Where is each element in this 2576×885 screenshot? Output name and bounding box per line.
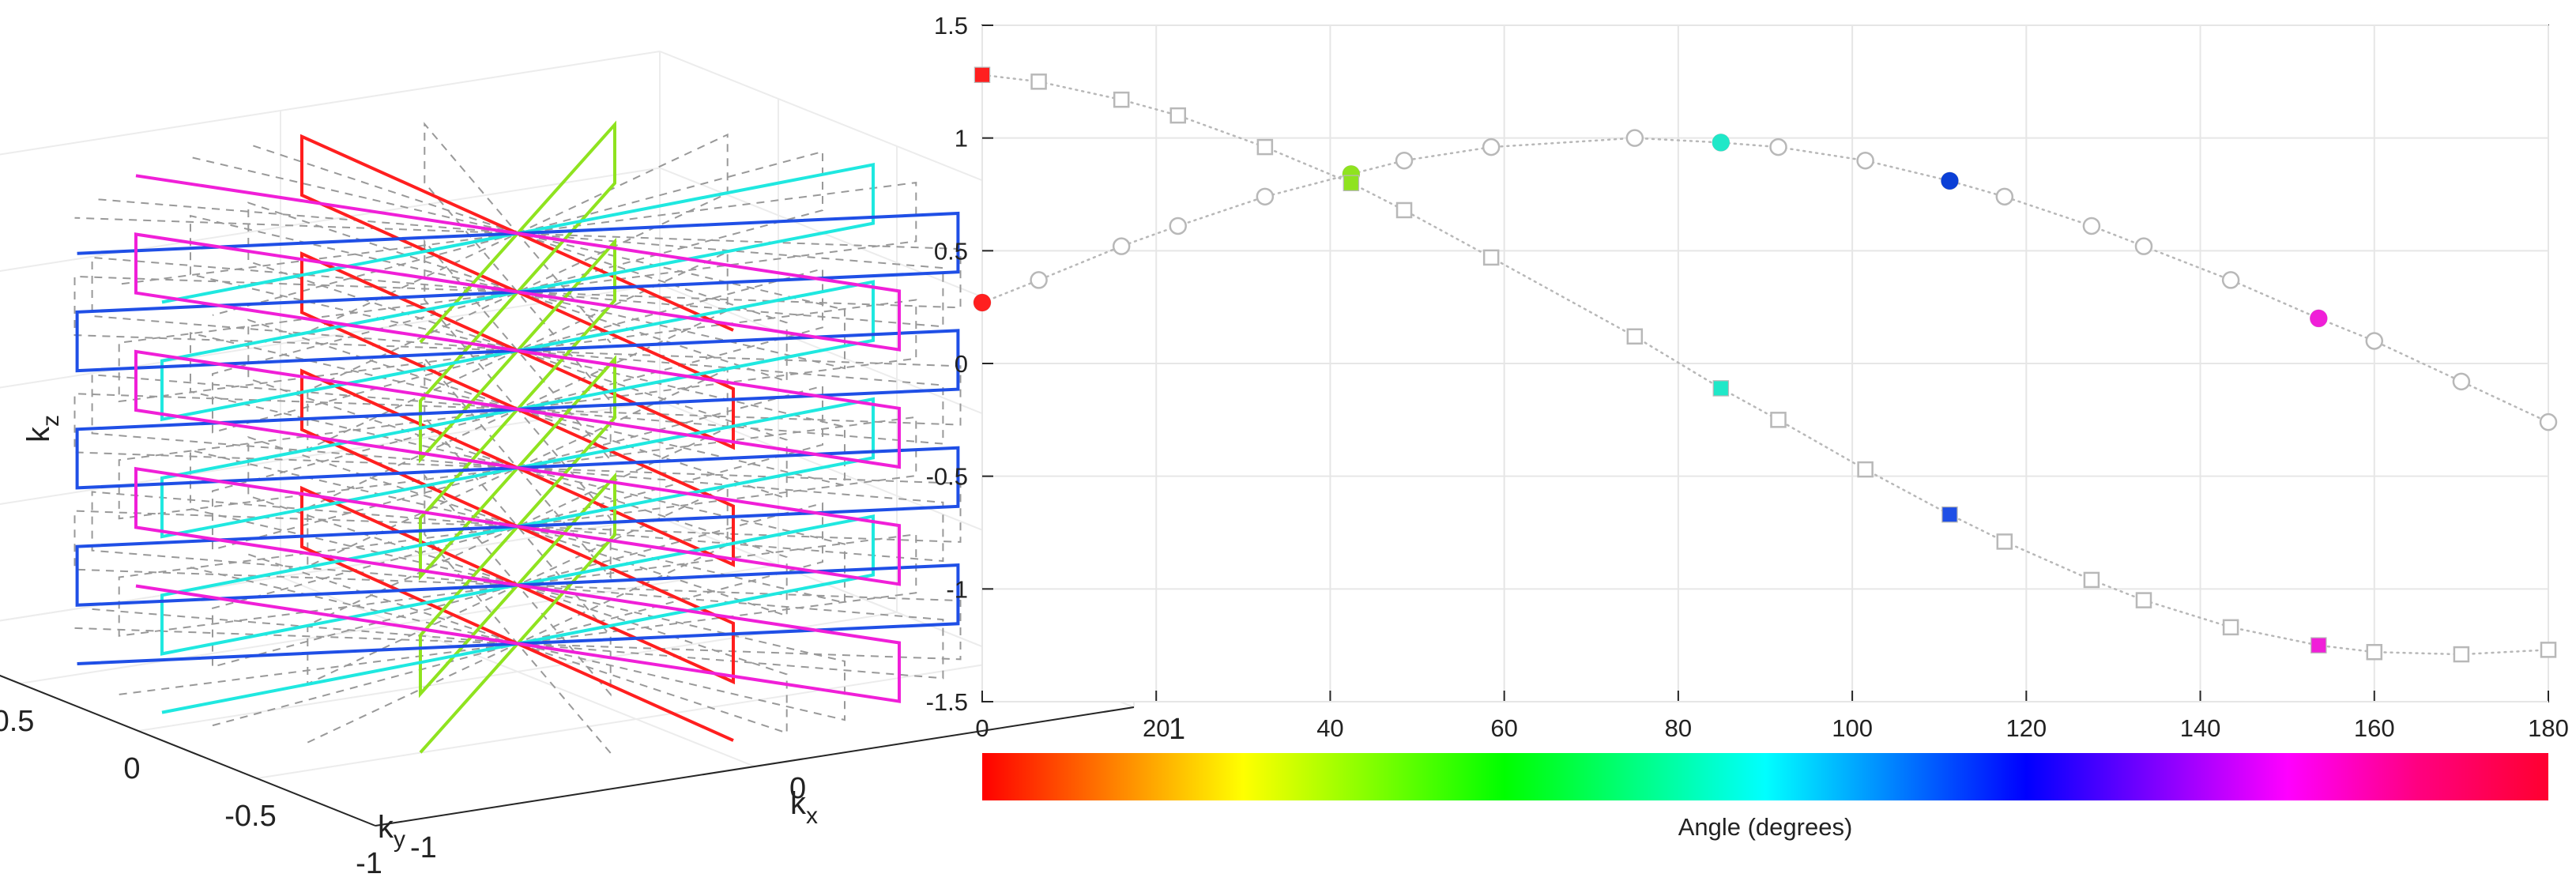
trajectory-154deg bbox=[134, 174, 901, 703]
data-point-square bbox=[1113, 91, 1130, 108]
data-point-square bbox=[1770, 412, 1787, 428]
data-point-circle bbox=[2452, 372, 2471, 391]
y-tick-label: -0.5 bbox=[926, 463, 968, 491]
highlight-point-circle bbox=[1712, 134, 1730, 152]
data-point-circle bbox=[1856, 151, 1874, 170]
data-point-square bbox=[1482, 249, 1500, 266]
x-tick-label: 0 bbox=[975, 714, 989, 742]
scatter-plot: 0 20 40 60 80 100 120 140 160 180 1.5 1 0.5 0 -0.5 -1 -1… bbox=[926, 12, 2569, 742]
data-point-circle bbox=[1169, 217, 1187, 235]
kx-tick-label: 0 bbox=[789, 772, 806, 805]
grid-lines bbox=[981, 24, 2549, 702]
x-tick-label: 160 bbox=[2354, 714, 2395, 742]
ky-axis-label: ky bbox=[378, 810, 405, 853]
y-tick-label: 0 bbox=[955, 350, 968, 378]
data-point-square bbox=[1996, 533, 2013, 550]
colorbar: Angle (degrees) bbox=[982, 753, 2548, 841]
x-tick-label: 100 bbox=[1832, 714, 1873, 742]
ky-tick-label: 0 bbox=[123, 752, 140, 785]
data-point-circle bbox=[2221, 271, 2240, 289]
highlight-point-circle bbox=[2310, 309, 2328, 327]
x-tick-label: 80 bbox=[1665, 714, 1692, 742]
data-point-circle bbox=[1030, 271, 1048, 289]
x-tick-label: 140 bbox=[2180, 714, 2221, 742]
x-tick-label: 60 bbox=[1490, 714, 1517, 742]
x-tick-label: 120 bbox=[2005, 714, 2047, 742]
data-point-square bbox=[2366, 643, 2383, 661]
data-point-square bbox=[1395, 201, 1413, 219]
trajectory-85deg bbox=[160, 162, 875, 714]
highlight-point-circle bbox=[974, 293, 991, 311]
dashed-trajectory bbox=[118, 181, 917, 695]
data-point-square bbox=[1626, 328, 1644, 345]
kx-axis-label: kx bbox=[790, 786, 818, 829]
data-point-circle bbox=[1995, 187, 2014, 206]
ky-tick-label: -0.5 bbox=[224, 800, 276, 833]
data-point-circle bbox=[1625, 129, 1644, 147]
x-tick-label: 20 bbox=[1143, 714, 1169, 742]
data-point-square bbox=[2222, 619, 2239, 636]
highlight-point-square bbox=[1942, 507, 1957, 522]
data-point-square bbox=[2453, 646, 2470, 663]
grid-line bbox=[256, 659, 1016, 779]
colorbar-gradient bbox=[982, 753, 2548, 800]
x-tick-label: 180 bbox=[2528, 714, 2569, 742]
ky-tick-label: -1 bbox=[356, 847, 382, 880]
colorbar-label: Angle (degrees) bbox=[1678, 813, 1853, 841]
y-tick-label: 0.5 bbox=[934, 237, 968, 265]
data-point-square bbox=[1857, 461, 1874, 478]
data-point-circle bbox=[2365, 332, 2384, 350]
highlight-point-circle bbox=[1941, 171, 1959, 190]
data-point-circle bbox=[1769, 137, 1787, 156]
highlight-point-square bbox=[2311, 638, 2326, 653]
tick-labels: 0 20 40 60 80 100 120 140 160 180 1.5 1 0.5 0 -0.5 -1 -1… bbox=[926, 12, 2569, 742]
data-point-square bbox=[2135, 592, 2152, 608]
dashed-trajectory bbox=[73, 217, 962, 661]
kz-axis-label: kz bbox=[21, 415, 64, 442]
highlight-point-square bbox=[1713, 381, 1728, 396]
data-point-square bbox=[1256, 138, 1274, 156]
y-tick-label: -1 bbox=[946, 575, 968, 603]
data-point-circle bbox=[1482, 137, 1501, 156]
3d-tick-labels: 10.50-0.5-110.50-0.5-1-101 bbox=[0, 705, 1185, 880]
data-point-circle bbox=[2539, 412, 2558, 431]
y-tick-label: -1.5 bbox=[926, 688, 968, 716]
data-point-circle bbox=[1395, 151, 1414, 170]
data-point-circle bbox=[1112, 237, 1131, 255]
highlight-point-square bbox=[1343, 175, 1358, 190]
data-point-square bbox=[1169, 107, 1186, 124]
data-point-circle bbox=[2134, 237, 2153, 255]
kx-tick-label: 1 bbox=[1169, 713, 1185, 746]
kx-tick-label: -1 bbox=[410, 831, 437, 864]
kx-axis-line bbox=[375, 706, 1135, 827]
data-point-square bbox=[2083, 571, 2100, 589]
dashed-trajectory bbox=[190, 156, 845, 721]
y-tick-label: 1 bbox=[955, 125, 968, 153]
ky-tick-label: 0.5 bbox=[0, 705, 34, 738]
grid-line bbox=[0, 674, 376, 827]
grid-line bbox=[0, 51, 661, 156]
data-point-square bbox=[2540, 642, 2557, 658]
y-tick-label: 1.5 bbox=[934, 12, 968, 40]
ky-axis-line bbox=[0, 674, 376, 827]
highlight-point-square bbox=[975, 67, 989, 82]
series bbox=[973, 66, 2558, 663]
data-point-circle bbox=[2082, 217, 2101, 235]
data-point-square bbox=[1030, 73, 1047, 90]
colored-trajectories bbox=[75, 120, 960, 754]
data-point-circle bbox=[1256, 187, 1275, 206]
x-tick-label: 40 bbox=[1316, 714, 1343, 742]
